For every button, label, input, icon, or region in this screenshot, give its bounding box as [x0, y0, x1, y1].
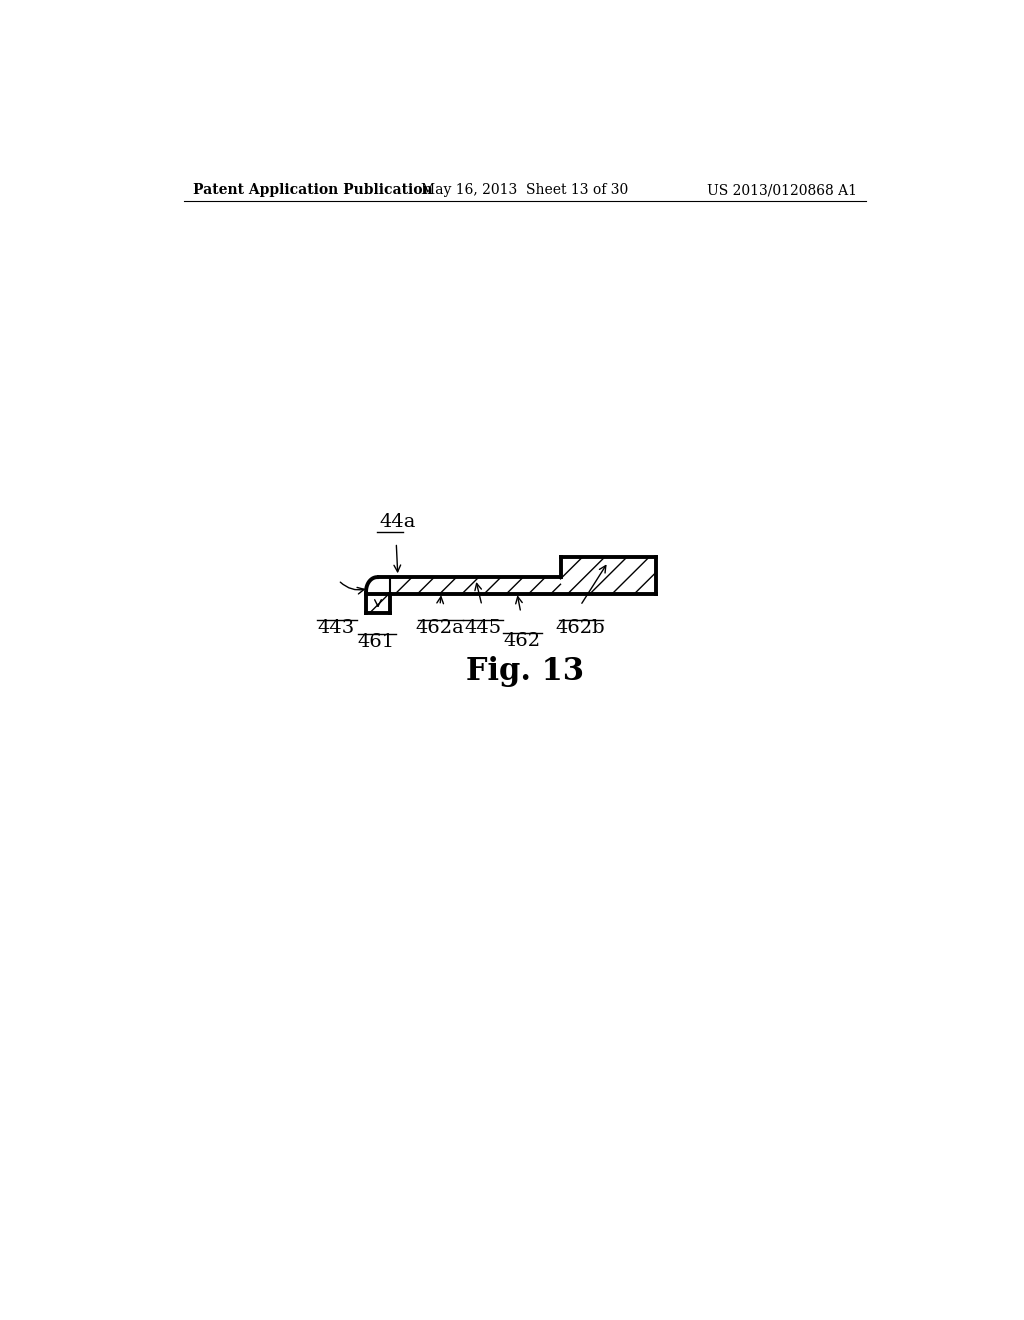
Text: 445: 445 — [464, 619, 502, 636]
Text: 462: 462 — [504, 632, 541, 649]
Text: May 16, 2013  Sheet 13 of 30: May 16, 2013 Sheet 13 of 30 — [421, 183, 629, 198]
Text: 462a: 462a — [416, 619, 464, 636]
Text: 461: 461 — [357, 634, 395, 651]
Text: 443: 443 — [317, 619, 354, 636]
Text: 44a: 44a — [380, 513, 416, 532]
Text: Patent Application Publication: Patent Application Publication — [194, 183, 433, 198]
Text: US 2013/0120868 A1: US 2013/0120868 A1 — [707, 183, 856, 198]
Text: Fig. 13: Fig. 13 — [466, 656, 584, 688]
Text: 462b: 462b — [556, 619, 605, 636]
